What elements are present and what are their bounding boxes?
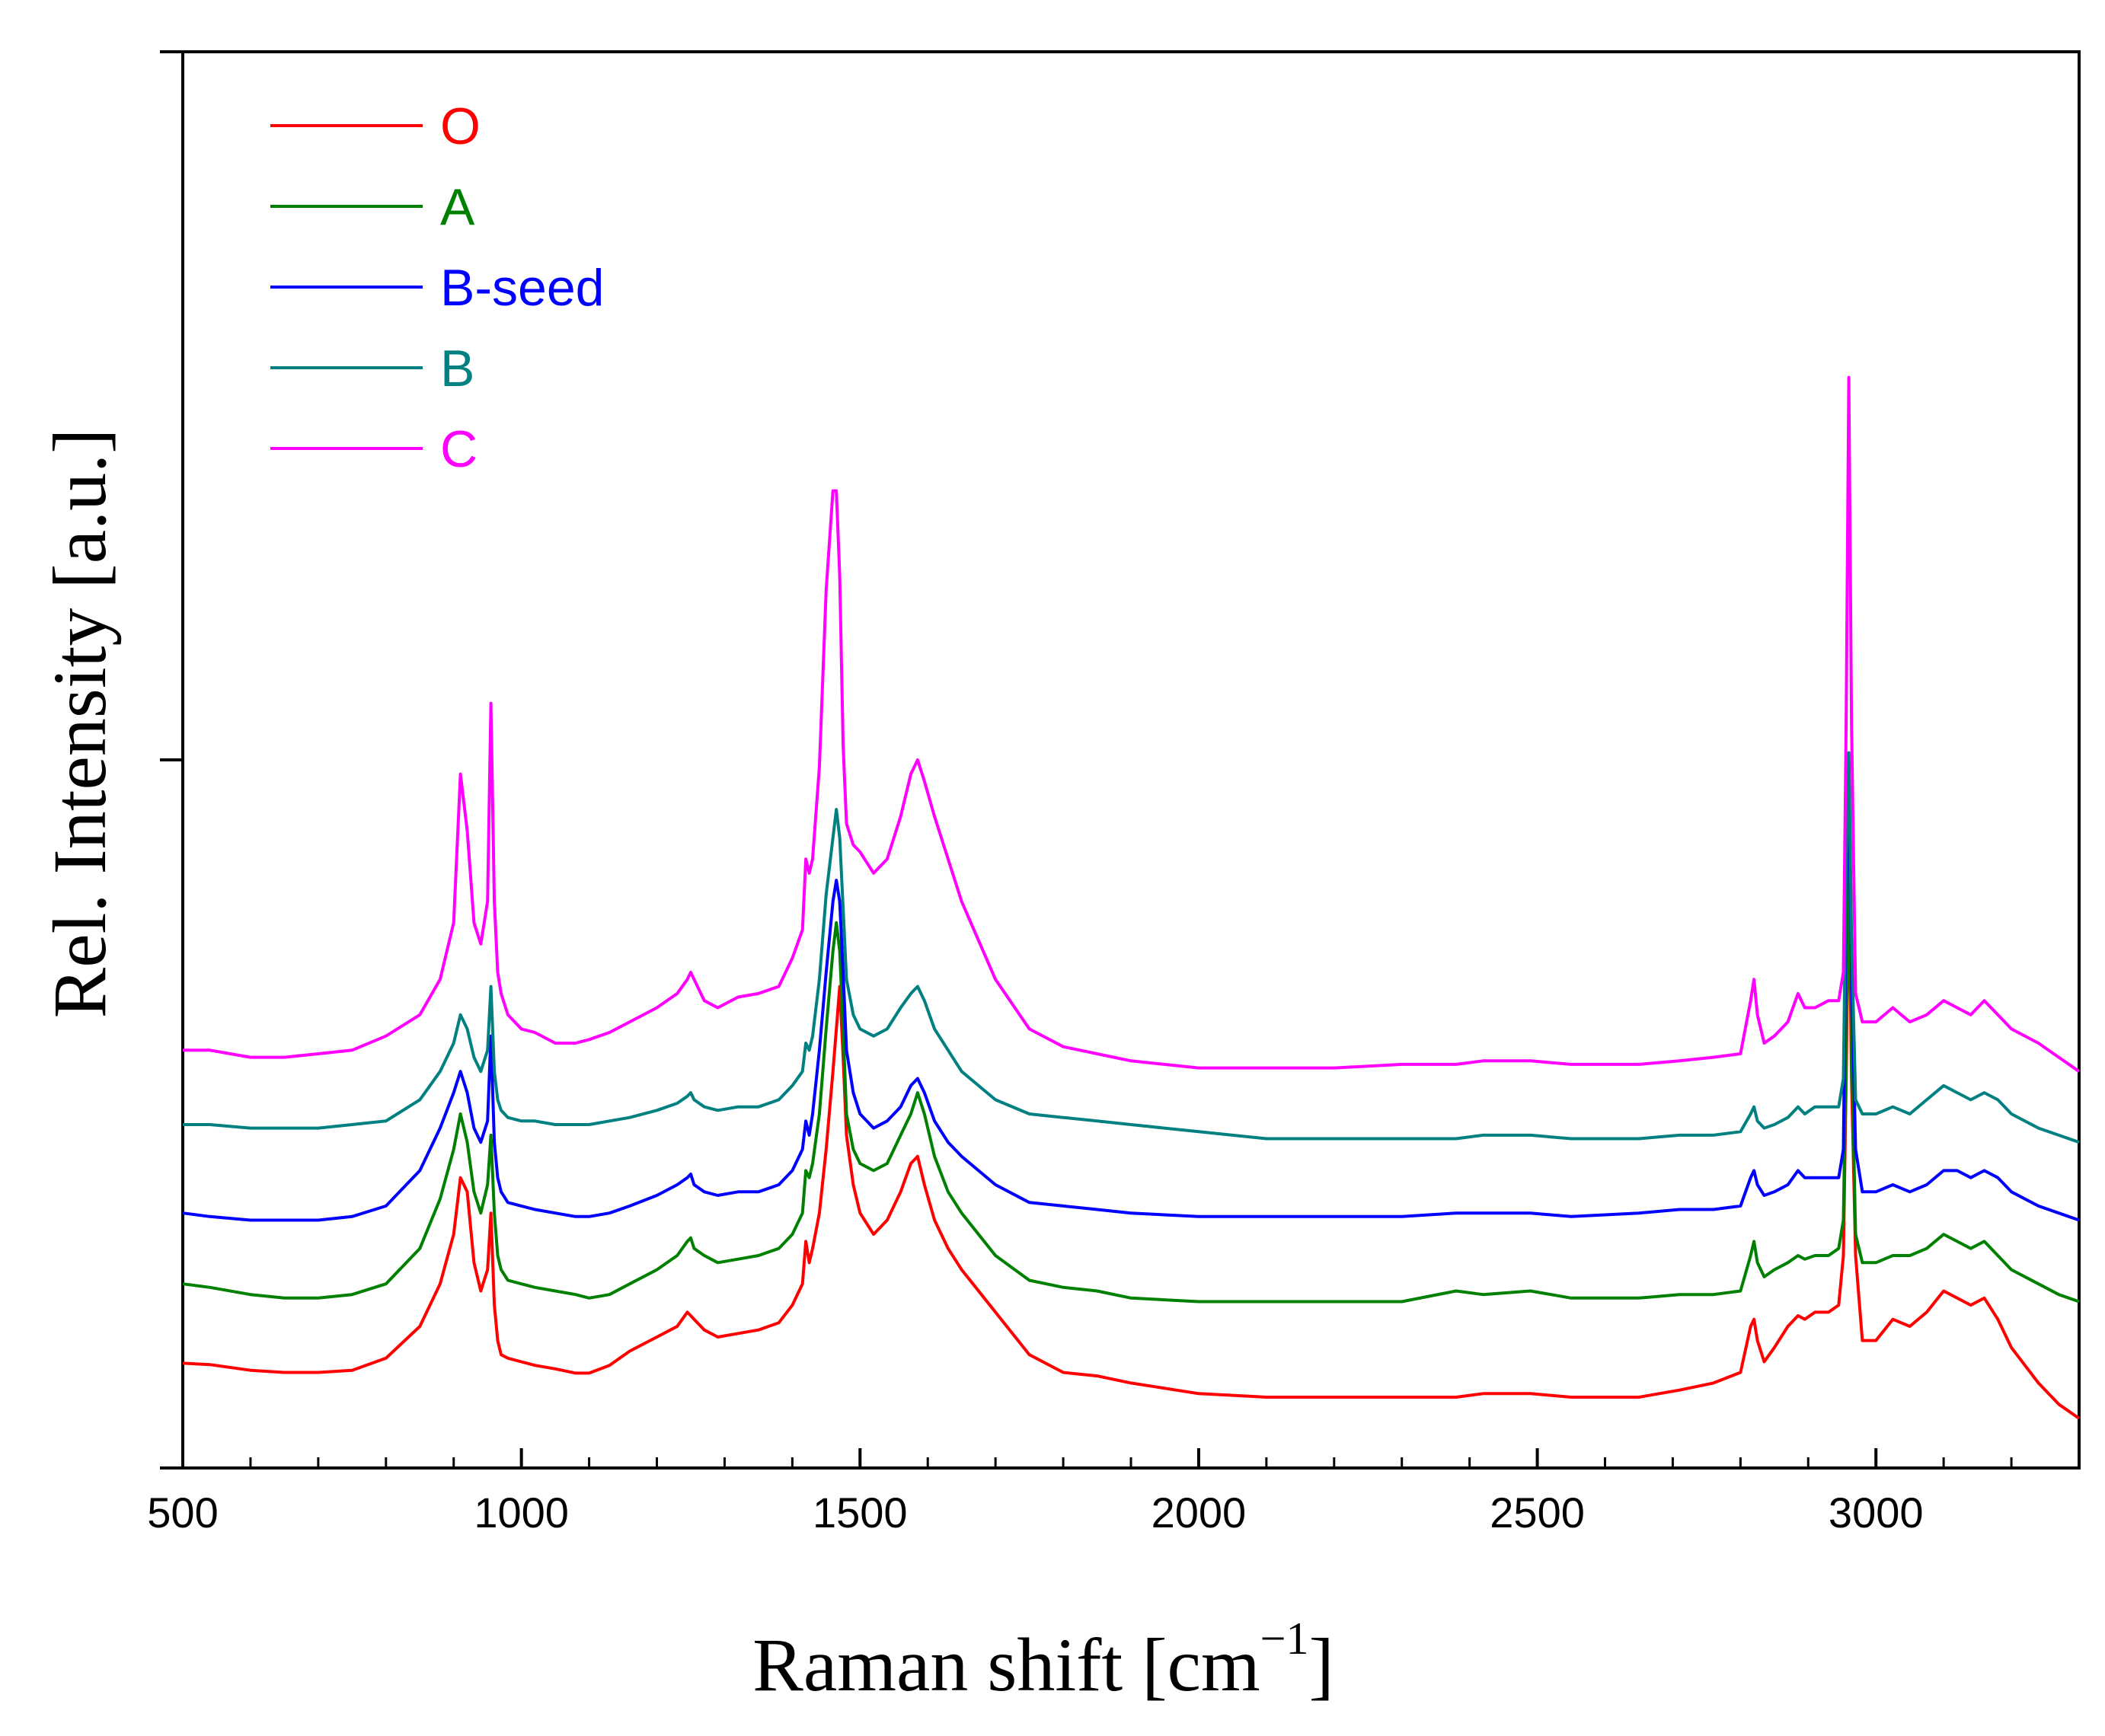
x-axis-label-close: ] — [1309, 1623, 1334, 1707]
legend-label: B — [440, 340, 474, 397]
x-tick-label: 1000 — [474, 1489, 569, 1537]
legend: OA B-seed BC — [270, 97, 604, 478]
legend-label: O — [440, 97, 481, 155]
x-axis-label-sup: −1 — [1260, 1613, 1309, 1664]
legend-label: A — [440, 178, 475, 236]
series-line-b — [183, 751, 2080, 1144]
x-axis-label: Raman shift [cm−1] — [752, 1613, 1334, 1707]
x-tick-label: 2000 — [1152, 1489, 1247, 1537]
series-line-c — [183, 375, 2081, 1073]
x-tick-label: 2500 — [1490, 1489, 1585, 1537]
y-axis-label: Rel. Intensity [a.u.] — [37, 429, 122, 1019]
legend-label: C — [440, 420, 478, 478]
x-axis: 500 1000 1500 2000 2500 3000 — [147, 1448, 2081, 1537]
y-axis — [160, 50, 183, 1470]
x-tick-label: 3000 — [1829, 1489, 1924, 1537]
x-axis-label-main: Raman shift [cm — [752, 1623, 1260, 1707]
x-tick-label: 500 — [147, 1489, 218, 1537]
series-group — [182, 375, 2081, 1420]
series-line-a — [182, 793, 2080, 1304]
legend-label: B-seed — [440, 259, 604, 317]
x-tick-label: 1500 — [813, 1489, 908, 1537]
